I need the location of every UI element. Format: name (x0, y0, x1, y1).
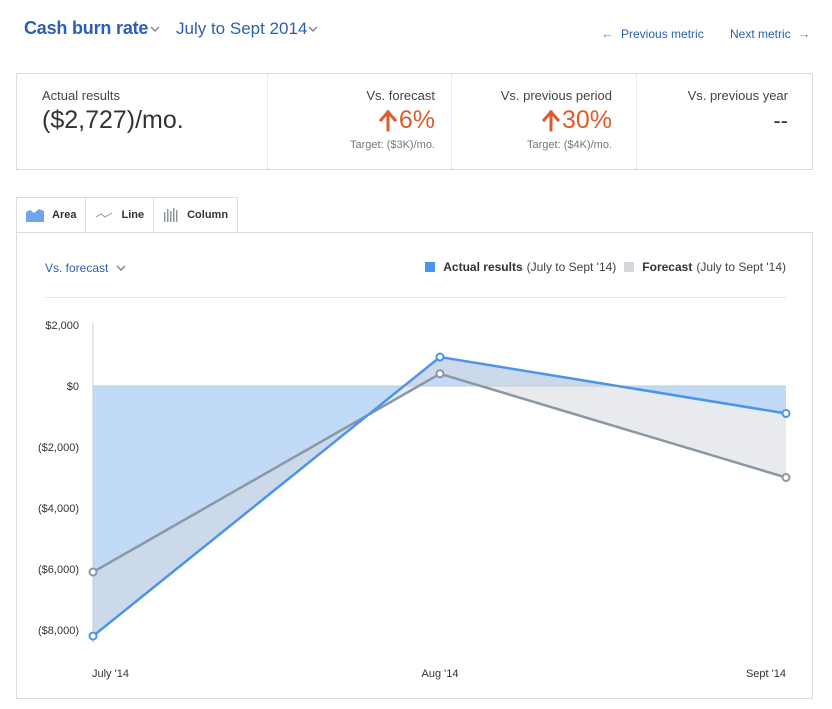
tab-area[interactable]: Area (16, 197, 87, 233)
stat-label: Vs. previous year (687, 88, 788, 103)
legend-swatch (624, 262, 635, 272)
stat-vs-forecast: Vs. forecast 6% Target: ($3K)/mo. (267, 74, 451, 169)
line-chart-icon (96, 212, 113, 218)
stat-actual-results: Actual results ($2,727)/mo. (17, 74, 267, 169)
arrow-left-icon: ← (601, 26, 614, 41)
stat-label: Vs. previous period (500, 88, 612, 103)
legend-label: Actual results (443, 260, 523, 274)
forecast-area (93, 357, 786, 637)
x-tick-label: July '14 (92, 668, 129, 680)
y-tick-label: ($4,000) (38, 503, 79, 515)
x-tick-label: Sept '14 (746, 668, 786, 680)
forecast-point (88, 567, 98, 577)
stat-label: Actual results (42, 88, 121, 103)
legend-label: Forecast (642, 260, 693, 274)
column-chart-icon (164, 208, 178, 222)
period-selector[interactable]: July to Sept 2014 (176, 19, 308, 38)
y-tick-label: ($6,000) (38, 564, 79, 576)
legend-period: (July to Sept '14) (526, 260, 617, 274)
next-metric-label: Next metric (730, 26, 791, 41)
stat-vs-previous-year: Vs. previous year -- (636, 74, 812, 169)
stat-target: Target: ($3K)/mo. (350, 139, 435, 151)
forecast-point (435, 369, 445, 379)
chevron-down-icon (116, 265, 126, 272)
stat-value: ($2,727)/mo. (42, 106, 184, 134)
y-tick-label: ($2,000) (38, 442, 79, 454)
legend-item-forecast: Forecast (July to Sept '14) (624, 260, 786, 274)
arrow-right-icon: → (797, 26, 811, 41)
actual-results-point (88, 631, 98, 641)
arrow-up-icon (378, 109, 397, 131)
tab-column[interactable]: Column (154, 197, 239, 233)
chart-divider (45, 297, 786, 298)
actual-results-point (781, 408, 791, 418)
chart-legend: Actual results (July to Sept '14) Foreca… (425, 260, 786, 274)
area-chart: $2,000 $0 ($2,000) ($4,000) ($6,000) ($8,000)… (38, 320, 791, 680)
metric-title[interactable]: Cash burn rate (24, 18, 149, 38)
tab-label: Line (121, 209, 145, 221)
stat-value: 6% (398, 106, 435, 134)
actual-results-area (93, 357, 786, 637)
area-chart-icon (26, 209, 44, 222)
stat-change: 6% (268, 106, 435, 135)
previous-metric-link[interactable]: ← Previous metric (601, 26, 704, 41)
chevron-down-icon[interactable] (308, 24, 318, 34)
chart-panel: Vs. forecast Actual results (July to Sep… (16, 232, 813, 699)
y-tick-label: $0 (67, 381, 79, 393)
x-tick-label: Aug '14 (422, 668, 459, 680)
stats-summary: Actual results ($2,727)/mo. Vs. forecast… (16, 73, 813, 170)
tab-label: Column (187, 209, 229, 221)
legend-swatch (425, 262, 436, 272)
y-tick-label: $2,000 (45, 320, 79, 332)
legend-period: (July to Sept '14) (696, 260, 786, 274)
next-metric-link[interactable]: Next metric → (730, 26, 811, 41)
stat-vs-previous-period: Vs. previous period 30% Target: ($4K)/mo… (451, 74, 636, 169)
stat-change: 30% (452, 106, 612, 135)
tab-line[interactable]: Line (86, 197, 155, 233)
comparison-dropdown[interactable]: Vs. forecast (45, 261, 126, 275)
stat-value: 30% (561, 106, 612, 134)
forecast-point (781, 473, 791, 482)
arrow-up-icon (541, 109, 560, 131)
tab-label: Area (52, 209, 77, 221)
comparison-label: Vs. forecast (45, 261, 109, 275)
previous-metric-label: Previous metric (621, 26, 704, 41)
y-tick-label: ($8,000) (38, 625, 79, 637)
stat-value: -- (773, 108, 788, 133)
stat-label: Vs. forecast (366, 88, 435, 103)
chart-type-tabs: Area Line Column (16, 197, 239, 233)
actual-results-point (435, 352, 445, 362)
header: Cash burn rate July to Sept 2014 ← Previ… (24, 18, 816, 46)
stat-target: Target: ($4K)/mo. (527, 139, 612, 151)
chevron-down-icon[interactable] (150, 24, 160, 34)
legend-item-actual: Actual results (July to Sept '14) (425, 260, 616, 274)
